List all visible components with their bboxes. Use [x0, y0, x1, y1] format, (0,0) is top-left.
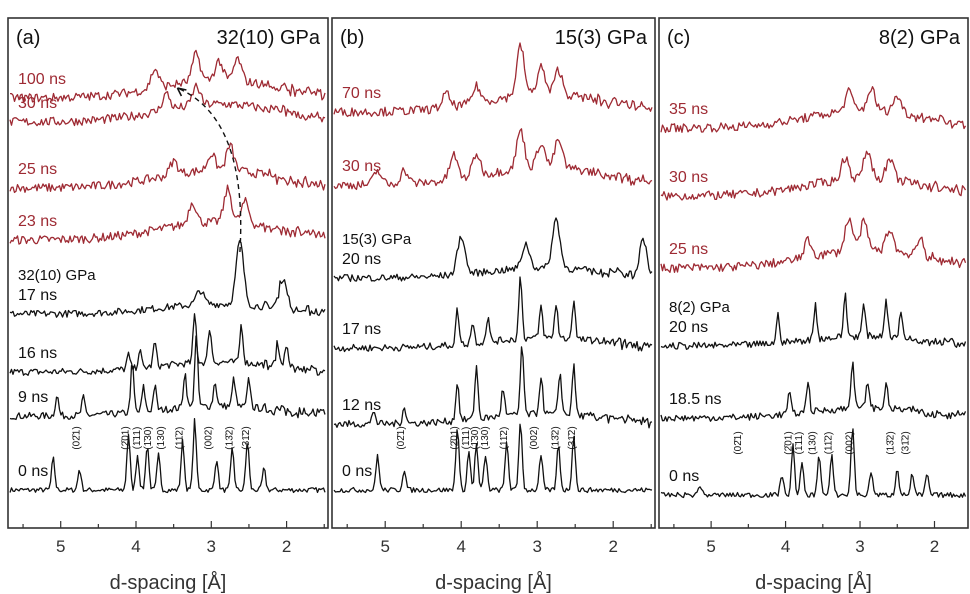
series-time-label: 9 ns	[18, 389, 48, 406]
panel-pressure: 8(2) GPa	[879, 27, 961, 49]
panel-frame	[658, 17, 969, 529]
peak-hkl-label: (002)	[845, 431, 856, 454]
series-time-label: 20 ns	[342, 251, 381, 268]
peak-hkl-label: (2̄01)	[449, 426, 460, 449]
x-tick-label: 5	[380, 537, 389, 556]
panel-label: (a)	[16, 27, 40, 49]
panel-frame	[331, 17, 656, 529]
series-trace-25-ns	[9, 142, 326, 194]
series-time-label: 70 ns	[342, 85, 381, 102]
series-trace-17-ns	[9, 240, 326, 318]
series-time-label: 12 ns	[342, 397, 381, 414]
series-time-label: 25 ns	[669, 241, 708, 258]
peak-hkl-label: (13̄2)	[886, 431, 897, 454]
series-time-label: 18.5 ns	[669, 391, 721, 408]
x-axis-label: d-spacing [Å]	[435, 571, 552, 594]
series-time-label: 30 ns	[342, 158, 381, 175]
shift-arrow	[177, 87, 242, 253]
peak-hkl-label: (02̄1)	[733, 431, 744, 454]
series-trace-18-5-ns	[660, 361, 967, 422]
peak-hkl-label: (2̄01)	[784, 431, 795, 454]
series-time-label: 25 ns	[18, 161, 57, 178]
x-tick-label: 3	[855, 537, 864, 556]
series-time-label: 16 ns	[18, 345, 57, 362]
peak-hkl-label: (11̄2)	[824, 432, 835, 455]
x-tick-label: 2	[608, 537, 617, 556]
x-tick-label: 4	[456, 537, 465, 556]
series-trace-70-ns	[333, 42, 653, 118]
peak-hkl-label: (31̄2)	[567, 426, 578, 449]
series-trace-12-ns	[333, 346, 653, 429]
series-trace-9-ns	[9, 335, 326, 421]
peak-hkl-label: (1̄30)	[143, 426, 154, 449]
x-tick-label: 5	[706, 537, 715, 556]
x-tick-label: 3	[532, 537, 541, 556]
series-trace-17-ns	[333, 276, 653, 353]
x-tick-label: 2	[282, 537, 291, 556]
panel-label: (c)	[667, 27, 690, 49]
peak-hkl-label: (130)	[807, 431, 818, 454]
panel-a: 5 4 3 2 d-spacing [Å] (a) 32(10) GPa 0 ns 9 ns 16…	[7, 17, 329, 594]
series-time-label: 35 ns	[669, 101, 708, 118]
peak-hkl-label: (11̄2)	[499, 427, 510, 450]
peak-hkl-label: (1̄11)	[461, 427, 472, 450]
series-trace-0-ns	[660, 428, 967, 499]
series-trace-23-ns	[9, 184, 326, 245]
x-axis-label: d-spacing [Å]	[110, 571, 227, 594]
series-time-label: 17 ns	[342, 321, 381, 338]
series-time-label: 30 ns	[669, 169, 708, 186]
series-pressure-label: 15(3) GPa	[342, 231, 412, 248]
x-axis-label: d-spacing [Å]	[755, 571, 872, 594]
panel-label: (b)	[340, 27, 364, 49]
series-trace-30-ns	[333, 128, 653, 191]
series-time-label: 100 ns	[18, 71, 66, 88]
series-trace-25-ns	[660, 217, 967, 273]
peak-hkl-label: (31̄2)	[900, 431, 911, 454]
series-time-label: 23 ns	[18, 213, 57, 230]
series-time-label: 0 ns	[18, 463, 48, 480]
x-tick-label: 3	[207, 537, 216, 556]
series-pressure-label: 32(10) GPa	[18, 267, 96, 284]
panel-c: 5 4 3 2 d-spacing [Å] (c) 8(2) GPa 0 ns 18.5 ns 8…	[658, 17, 969, 594]
panel-frame	[7, 17, 329, 529]
peak-hkl-label: (13̄2)	[550, 426, 561, 449]
series-trace-100-ns	[10, 49, 326, 103]
series-time-label: 20 ns	[669, 319, 708, 336]
peak-hkl-label: (1̄11)	[132, 427, 143, 450]
peak-hkl-label: (13̄2)	[224, 426, 235, 449]
peak-hkl-label: (130)	[480, 426, 491, 449]
peak-hkl-label: (02̄1)	[72, 426, 83, 449]
x-tick-label: 2	[930, 537, 939, 556]
peak-hkl-label: (1̄11)	[794, 432, 805, 455]
peak-hkl-label: (31̄2)	[241, 426, 252, 449]
series-trace-30-ns	[9, 82, 326, 127]
peak-hkl-label: (130)	[156, 426, 167, 449]
series-trace-35-ns	[660, 86, 967, 134]
series-trace-30-ns	[660, 150, 967, 201]
panel-pressure: 15(3) GPa	[555, 27, 648, 49]
x-tick-label: 4	[781, 537, 790, 556]
peak-hkl-label: (002)	[529, 426, 540, 449]
series-trace-20-ns	[660, 292, 967, 350]
series-trace-0-ns	[333, 423, 653, 494]
series-time-label: 0 ns	[669, 468, 699, 485]
series-time-label: 17 ns	[18, 287, 57, 304]
x-tick-label: 5	[56, 537, 65, 556]
panel-pressure: 32(10) GPa	[217, 27, 321, 49]
panel-b: 5 4 3 2 d-spacing [Å] (b) 15(3) GPa 0 ns 12 ns 17…	[331, 17, 656, 594]
x-tick-label: 4	[131, 537, 140, 556]
peak-hkl-label: (2̄01)	[120, 426, 131, 449]
series-trace-20-ns	[333, 217, 653, 283]
series-time-label: 0 ns	[342, 463, 372, 480]
peak-hkl-label: (1̄30)	[470, 426, 481, 449]
peak-hkl-label: (02̄1)	[396, 426, 407, 449]
series-trace-16-ns	[9, 313, 326, 376]
series-trace-0-ns	[9, 418, 326, 494]
peak-hkl-label: (002)	[203, 426, 214, 449]
arrow-head	[176, 87, 187, 97]
peak-hkl-label: (11̄2)	[175, 427, 186, 450]
series-pressure-label: 8(2) GPa	[669, 299, 731, 316]
